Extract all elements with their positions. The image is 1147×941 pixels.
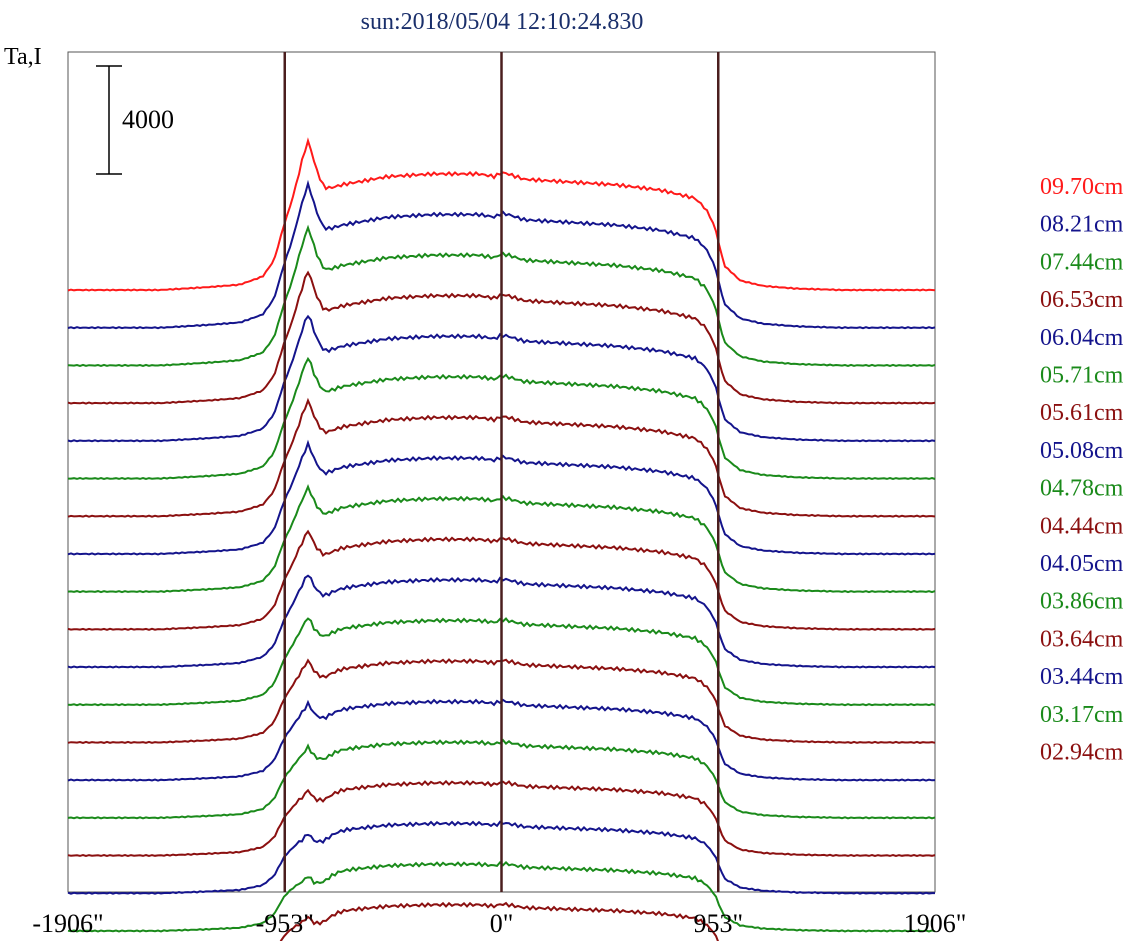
- legend-item: 04.05cm: [1040, 551, 1124, 577]
- legend-item: 03.44cm: [1040, 664, 1124, 690]
- legend-item: 03.64cm: [1040, 626, 1124, 652]
- legend-item: 06.04cm: [1040, 325, 1124, 351]
- y-axis-label: Ta,I: [4, 44, 42, 70]
- scale-bar: 4000: [96, 65, 174, 175]
- legend-item: 03.86cm: [1040, 589, 1124, 615]
- x-tick-label: -1906": [32, 909, 103, 938]
- vline-layer: [283, 52, 720, 892]
- x-tick-labels: -1906" -953" 0" 953" 1906": [32, 909, 966, 938]
- chart-title: sun:2018/05/04 12:10:24.830: [361, 9, 644, 35]
- series-line: [279, 901, 719, 941]
- legend-item: 07.44cm: [1040, 249, 1124, 275]
- legend-item: 04.44cm: [1040, 513, 1124, 539]
- legend-item: 05.71cm: [1040, 363, 1124, 389]
- legend-item: 03.17cm: [1040, 702, 1124, 728]
- scale-bar-label: 4000: [122, 105, 174, 134]
- legend-item: 08.21cm: [1040, 212, 1124, 238]
- legend-item: 02.94cm: [1040, 740, 1124, 766]
- x-tick-label: 953": [693, 909, 743, 938]
- x-tick-label: -953": [256, 909, 314, 938]
- legend-item: 04.78cm: [1040, 476, 1124, 502]
- legend: 09.70cm 08.21cm 07.44cm 06.53cm 06.04cm 05.71…: [1040, 174, 1124, 766]
- x-tick-label: 1906": [904, 909, 967, 938]
- legend-item: 05.61cm: [1040, 400, 1124, 426]
- legend-item: 06.53cm: [1040, 287, 1124, 313]
- legend-item: 05.08cm: [1040, 438, 1124, 464]
- x-tick-label: 0": [490, 909, 514, 938]
- legend-item: 09.70cm: [1040, 174, 1124, 200]
